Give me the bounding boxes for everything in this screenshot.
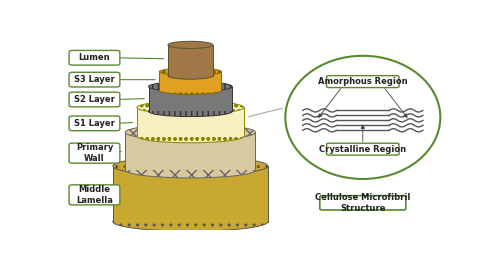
Ellipse shape (168, 41, 213, 49)
FancyBboxPatch shape (326, 76, 399, 87)
FancyBboxPatch shape (326, 143, 399, 155)
Text: Cellulose Microfibril
Structure: Cellulose Microfibril Structure (315, 193, 410, 213)
Polygon shape (168, 45, 213, 76)
Polygon shape (160, 72, 222, 91)
Ellipse shape (126, 124, 256, 140)
Polygon shape (126, 132, 256, 170)
Ellipse shape (160, 68, 222, 75)
Polygon shape (113, 166, 268, 222)
Ellipse shape (126, 162, 256, 178)
Text: S2 Layer: S2 Layer (74, 95, 115, 104)
FancyBboxPatch shape (69, 185, 120, 205)
Text: Amorphous Region: Amorphous Region (318, 77, 408, 86)
Text: Middle
Lamella: Middle Lamella (76, 185, 113, 205)
Text: S3 Layer: S3 Layer (74, 75, 115, 84)
FancyBboxPatch shape (69, 143, 120, 163)
FancyBboxPatch shape (69, 116, 120, 131)
Polygon shape (137, 107, 244, 136)
FancyBboxPatch shape (69, 92, 120, 107)
Text: Crystalline Region: Crystalline Region (320, 145, 406, 154)
Ellipse shape (160, 87, 222, 94)
Ellipse shape (137, 130, 244, 143)
FancyBboxPatch shape (69, 50, 120, 65)
Ellipse shape (113, 212, 268, 231)
FancyBboxPatch shape (69, 72, 120, 87)
Ellipse shape (113, 157, 268, 176)
Ellipse shape (148, 106, 232, 117)
FancyBboxPatch shape (320, 196, 406, 210)
Ellipse shape (286, 56, 440, 179)
Text: Primary
Wall: Primary Wall (76, 143, 113, 163)
Text: S1 Layer: S1 Layer (74, 119, 115, 128)
Ellipse shape (137, 101, 244, 114)
Ellipse shape (148, 82, 232, 92)
Ellipse shape (168, 72, 213, 79)
Text: Lumen: Lumen (78, 53, 110, 62)
Polygon shape (148, 87, 232, 111)
